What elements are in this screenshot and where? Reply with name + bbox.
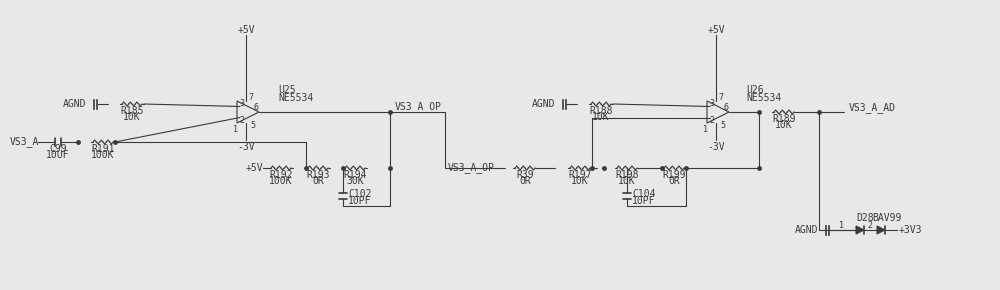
Text: AGND: AGND <box>532 99 555 109</box>
Text: +5V: +5V <box>237 25 255 35</box>
Text: NE5534: NE5534 <box>746 93 781 103</box>
Text: NE5534: NE5534 <box>278 93 313 103</box>
Text: 3: 3 <box>240 99 244 108</box>
Polygon shape <box>856 226 864 234</box>
Text: VS3_A_AD: VS3_A_AD <box>849 103 896 113</box>
Text: +5V: +5V <box>707 25 725 35</box>
Text: 3: 3 <box>710 99 714 108</box>
Text: -3V: -3V <box>707 142 725 152</box>
Text: C104: C104 <box>632 189 656 199</box>
Text: VS3_A_OP: VS3_A_OP <box>448 163 495 173</box>
Text: U25: U25 <box>278 85 296 95</box>
Text: 10K: 10K <box>775 120 793 130</box>
Text: 2: 2 <box>867 222 872 231</box>
Text: 10UF: 10UF <box>46 150 70 160</box>
Text: R188: R188 <box>589 106 613 116</box>
Text: 5: 5 <box>720 121 726 130</box>
Text: 10K: 10K <box>571 176 589 186</box>
Text: 5: 5 <box>250 121 256 130</box>
Text: +3V3: +3V3 <box>899 225 922 235</box>
Text: 1: 1 <box>839 222 844 231</box>
Text: 6: 6 <box>724 104 728 113</box>
Text: +5V: +5V <box>245 163 263 173</box>
Text: 30K: 30K <box>346 176 364 186</box>
Text: AGND: AGND <box>794 225 818 235</box>
Text: R39: R39 <box>516 170 534 180</box>
Text: C99: C99 <box>49 144 67 154</box>
Text: 1: 1 <box>232 124 238 133</box>
Text: 10K: 10K <box>618 176 636 186</box>
Text: 7: 7 <box>248 93 254 102</box>
Text: 0R: 0R <box>668 176 680 186</box>
Text: R194: R194 <box>343 170 367 180</box>
Text: 10PF: 10PF <box>348 196 372 206</box>
Text: -3V: -3V <box>237 142 255 152</box>
Text: R198: R198 <box>615 170 639 180</box>
Text: 2: 2 <box>710 116 714 125</box>
Text: R191: R191 <box>91 144 115 154</box>
Text: R199: R199 <box>662 170 686 180</box>
Text: 10PF: 10PF <box>632 196 656 206</box>
Text: 10K: 10K <box>123 112 141 122</box>
Text: R197: R197 <box>568 170 592 180</box>
Text: 0R: 0R <box>519 176 531 186</box>
Text: 1: 1 <box>702 124 708 133</box>
Text: R185: R185 <box>120 106 144 116</box>
Text: VS3_A_OP: VS3_A_OP <box>395 102 442 113</box>
Text: R193: R193 <box>306 170 330 180</box>
Text: 7: 7 <box>718 93 724 102</box>
Text: 100K: 100K <box>269 176 293 186</box>
Text: 10K: 10K <box>592 112 610 122</box>
Text: AGND: AGND <box>62 99 86 109</box>
Text: 100K: 100K <box>91 150 115 160</box>
Polygon shape <box>877 226 885 234</box>
Text: R192: R192 <box>269 170 293 180</box>
Text: R189: R189 <box>772 114 796 124</box>
Text: U26: U26 <box>746 85 764 95</box>
Text: 2: 2 <box>240 116 244 125</box>
Text: C102: C102 <box>348 189 372 199</box>
Text: VS3_A: VS3_A <box>10 137 39 147</box>
Text: 6: 6 <box>254 104 258 113</box>
Text: D28: D28 <box>856 213 874 223</box>
Text: 0R: 0R <box>312 176 324 186</box>
Text: BAV99: BAV99 <box>872 213 902 223</box>
